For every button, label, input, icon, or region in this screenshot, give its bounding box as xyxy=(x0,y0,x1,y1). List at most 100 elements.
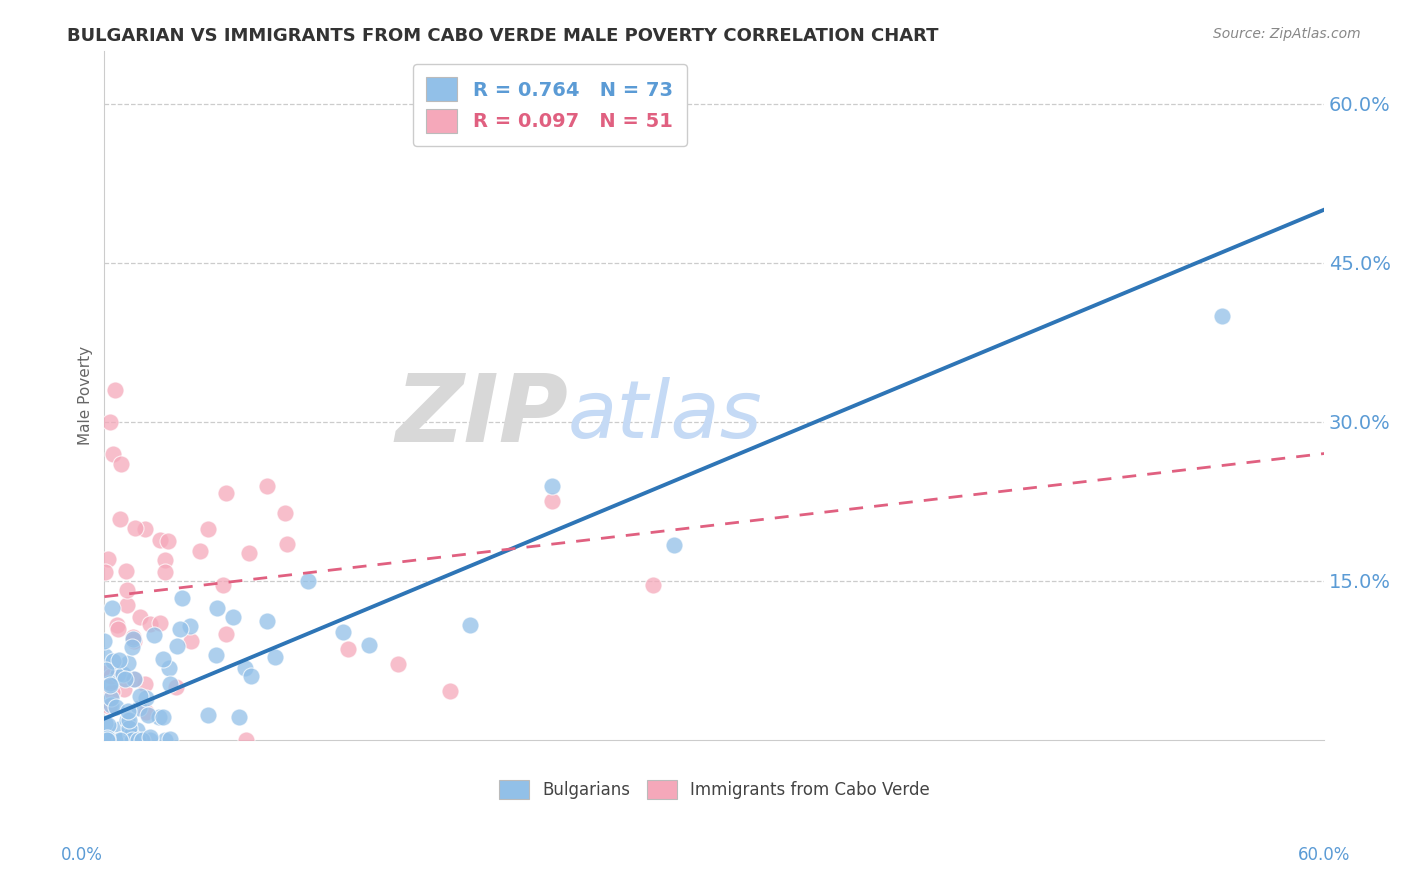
Point xyxy=(114,672,136,686)
Point xyxy=(1211,309,1233,323)
Point xyxy=(215,485,238,500)
Point xyxy=(124,521,146,535)
Point xyxy=(115,582,138,597)
Text: atlas: atlas xyxy=(568,377,762,455)
Point xyxy=(110,457,132,471)
Point xyxy=(138,616,160,631)
Point xyxy=(94,731,117,746)
Point xyxy=(96,665,118,679)
Point xyxy=(153,553,176,567)
Point xyxy=(205,601,228,615)
Point xyxy=(108,732,131,747)
Point xyxy=(98,676,121,690)
Point xyxy=(159,731,181,746)
Point xyxy=(97,698,120,713)
Point xyxy=(101,654,124,668)
Point xyxy=(97,717,120,731)
Point xyxy=(129,689,152,703)
Point xyxy=(117,713,139,727)
Point xyxy=(155,566,177,580)
Point xyxy=(156,534,179,549)
Point xyxy=(94,716,117,731)
Point xyxy=(152,652,174,666)
Point xyxy=(238,546,260,560)
Point xyxy=(143,628,166,642)
Point xyxy=(179,619,201,633)
Point xyxy=(205,648,228,662)
Point xyxy=(256,614,278,628)
Point xyxy=(169,622,191,636)
Point xyxy=(122,630,145,644)
Point xyxy=(96,732,118,747)
Point xyxy=(439,684,461,698)
Point xyxy=(110,732,132,747)
Point xyxy=(153,732,176,747)
Point xyxy=(172,591,194,605)
Point xyxy=(166,639,188,653)
Point xyxy=(115,564,138,578)
Point xyxy=(228,709,250,723)
Point xyxy=(101,446,124,460)
Point xyxy=(138,732,160,747)
Point xyxy=(180,634,202,648)
Point xyxy=(94,732,117,747)
Point xyxy=(111,666,134,681)
Point xyxy=(120,727,142,741)
Point xyxy=(103,383,125,397)
Point xyxy=(129,610,152,624)
Point xyxy=(165,680,187,694)
Point xyxy=(662,538,685,552)
Point xyxy=(107,622,129,636)
Point xyxy=(197,707,219,722)
Point xyxy=(197,522,219,536)
Text: Source: ZipAtlas.com: Source: ZipAtlas.com xyxy=(1213,27,1361,41)
Point xyxy=(93,633,115,648)
Point xyxy=(233,661,256,675)
Point xyxy=(337,642,360,657)
Point xyxy=(108,512,131,526)
Point xyxy=(96,731,118,746)
Point xyxy=(132,732,155,747)
Point xyxy=(188,543,211,558)
Point xyxy=(94,664,117,678)
Point xyxy=(101,601,124,615)
Point xyxy=(124,672,146,686)
Point xyxy=(240,668,263,682)
Point xyxy=(117,657,139,671)
Point xyxy=(100,698,122,712)
Point xyxy=(157,661,180,675)
Text: 60.0%: 60.0% xyxy=(1298,846,1351,863)
Point xyxy=(149,533,172,547)
Point xyxy=(117,704,139,718)
Point xyxy=(105,618,128,632)
Point xyxy=(128,701,150,715)
Point xyxy=(115,598,138,612)
Point xyxy=(135,690,157,705)
Text: 0.0%: 0.0% xyxy=(60,846,103,863)
Point xyxy=(108,653,131,667)
Point xyxy=(131,732,153,747)
Point xyxy=(136,708,159,723)
Point xyxy=(135,706,157,720)
Point xyxy=(149,616,172,631)
Point xyxy=(122,732,145,747)
Point xyxy=(273,506,295,520)
Point xyxy=(122,632,145,647)
Point xyxy=(235,732,257,747)
Point xyxy=(540,494,562,508)
Point xyxy=(357,638,380,652)
Point xyxy=(100,691,122,706)
Point xyxy=(134,677,156,691)
Point xyxy=(540,479,562,493)
Point xyxy=(127,723,149,737)
Y-axis label: Male Poverty: Male Poverty xyxy=(79,346,93,445)
Point xyxy=(643,578,665,592)
Point xyxy=(100,669,122,683)
Point xyxy=(114,682,136,697)
Point xyxy=(222,610,245,624)
Point xyxy=(215,626,238,640)
Point xyxy=(94,566,117,580)
Point xyxy=(122,672,145,686)
Point xyxy=(127,732,149,747)
Point xyxy=(108,722,131,736)
